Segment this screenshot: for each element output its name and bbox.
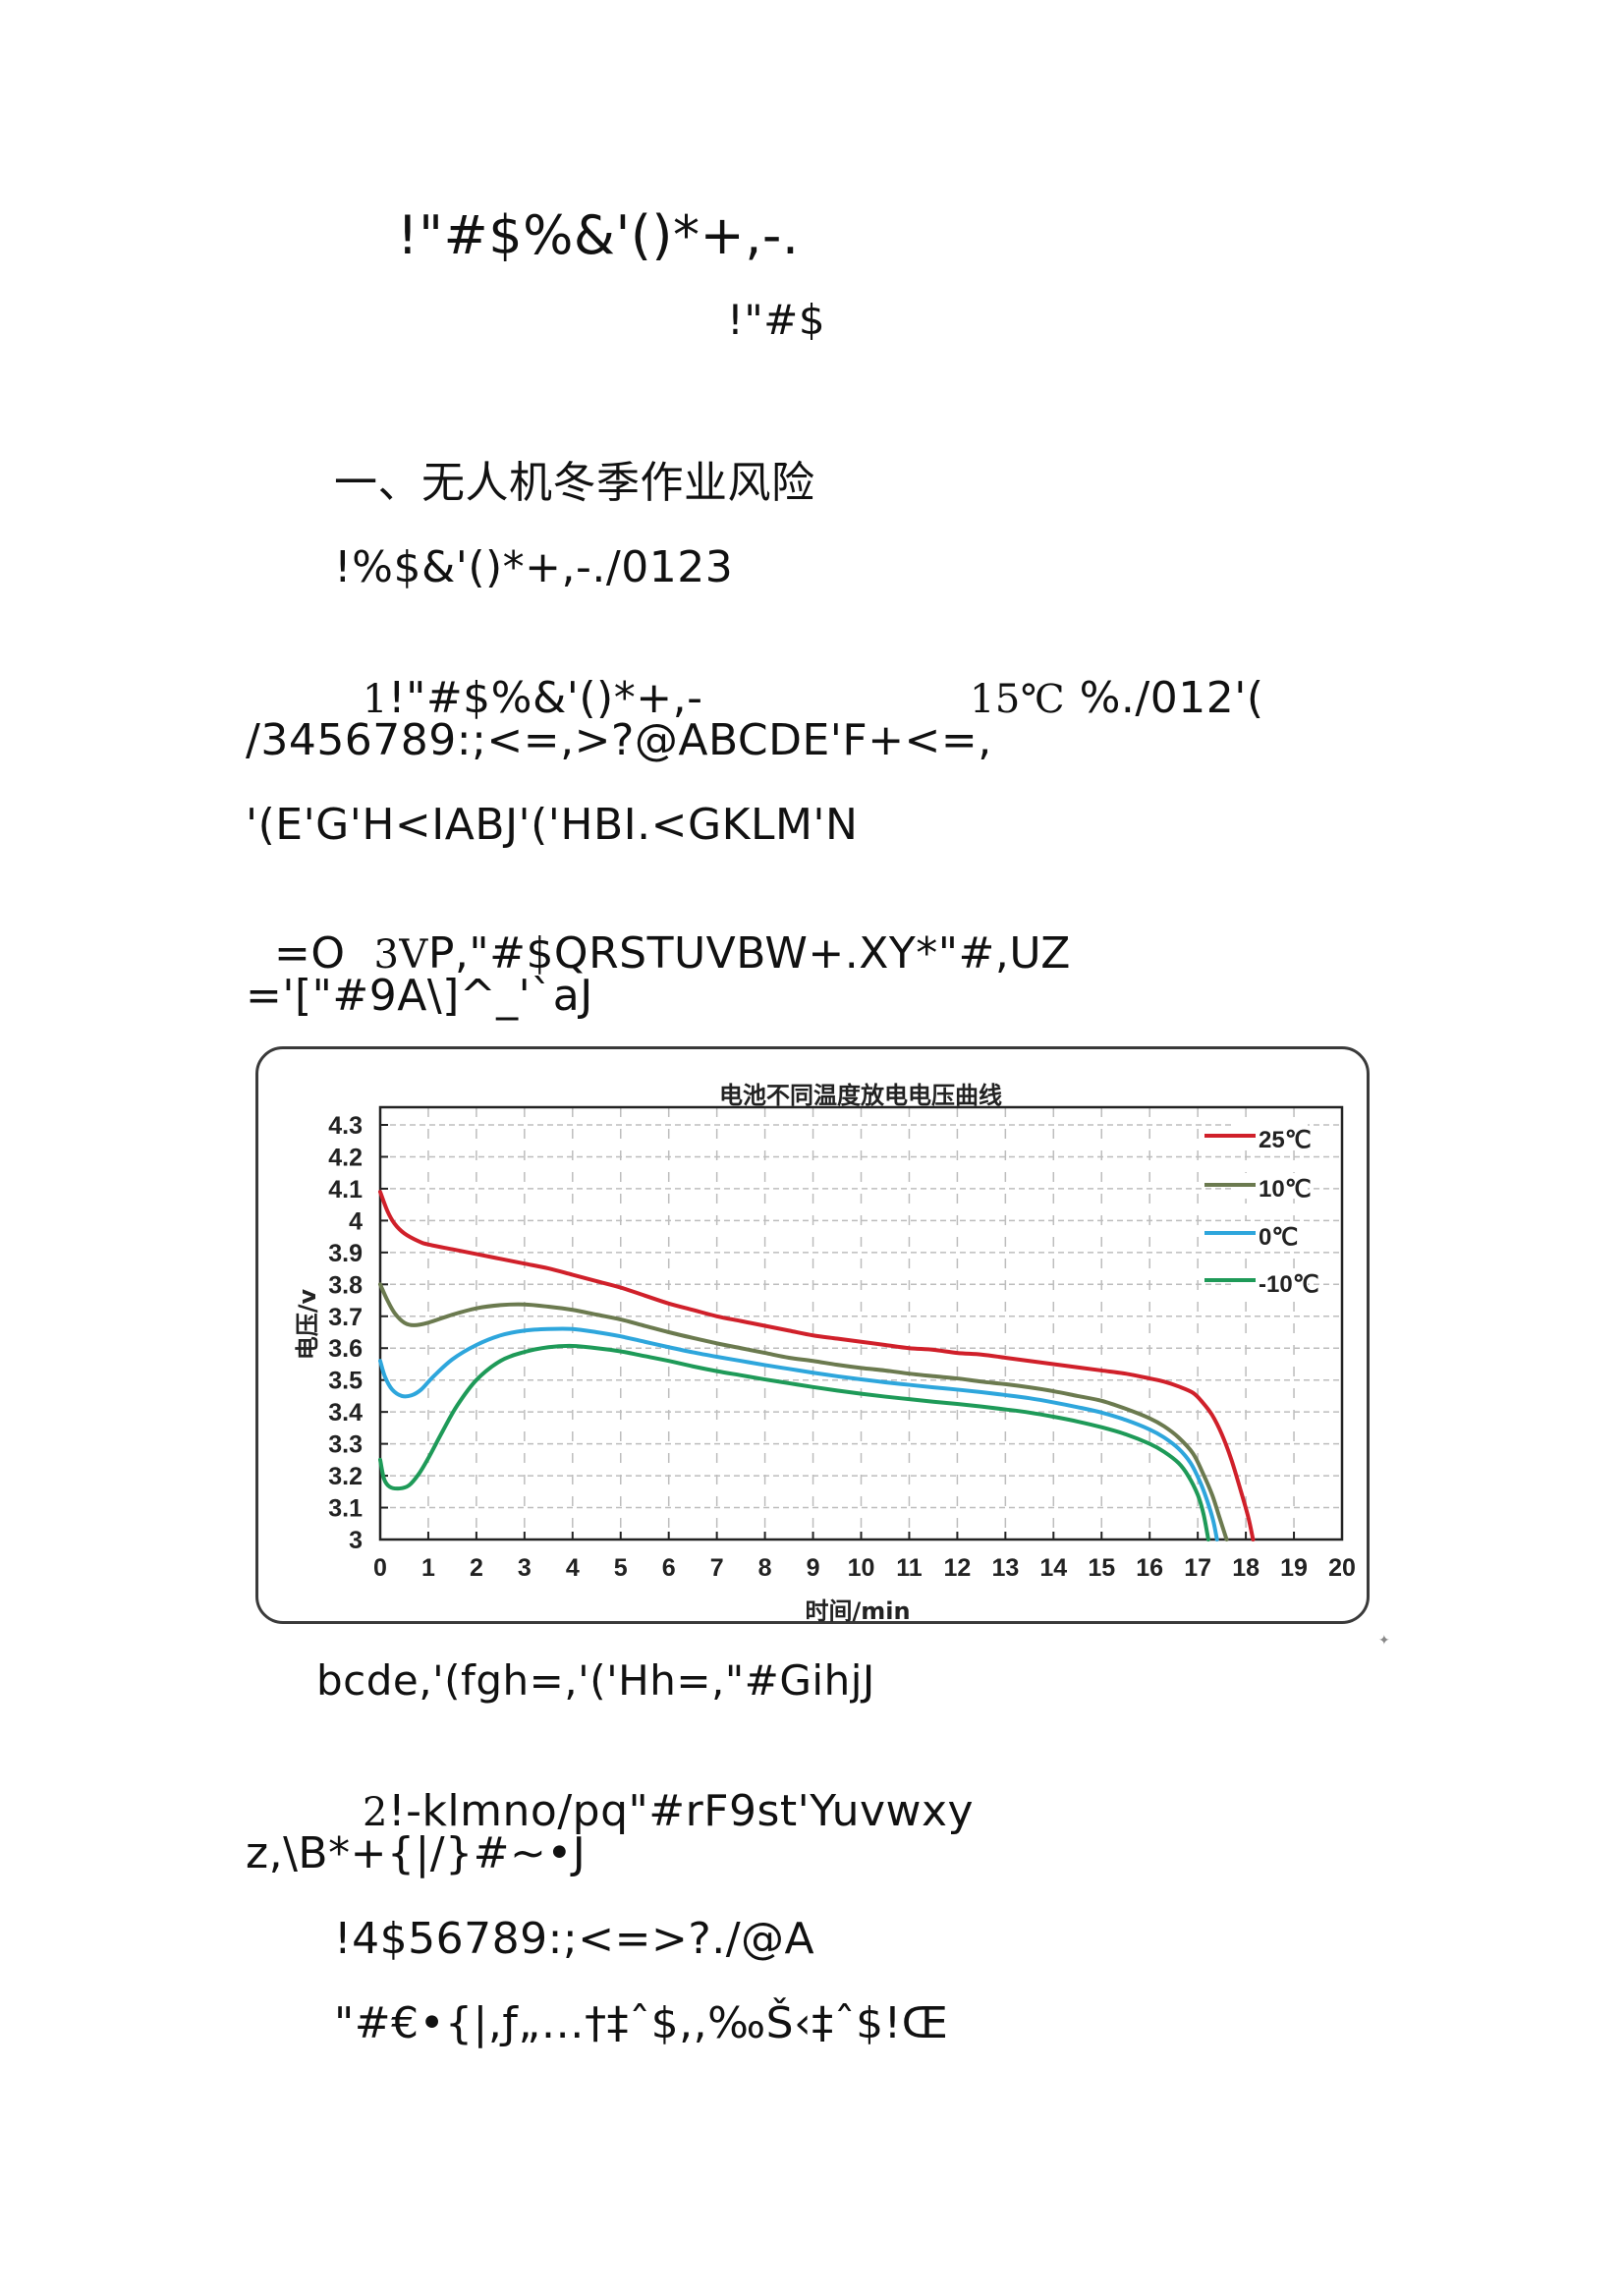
svg-text:6: 6 <box>662 1554 676 1582</box>
paragraph-text: %./012'( <box>1065 673 1264 723</box>
svg-text:10: 10 <box>848 1554 875 1582</box>
paragraph-line: 15℃ %./012'( <box>941 634 1264 720</box>
paragraph-text: !"#$%&'()*+,- <box>387 673 703 723</box>
paragraph-line: !%$&'()*+,-./0123 <box>334 542 734 592</box>
document-title: !"#$%&'()*+,-. <box>397 204 800 266</box>
svg-text:3.8: 3.8 <box>328 1271 363 1299</box>
y-axis-label: 电压/v <box>294 1288 321 1360</box>
svg-text:7: 7 <box>710 1554 724 1582</box>
svg-text:2: 2 <box>470 1554 483 1582</box>
legend-label: 10℃ <box>1259 1176 1312 1203</box>
paragraph-text: P,"#$QRSTUVBW+.XY*"#,UZ <box>427 928 1071 979</box>
svg-text:3.5: 3.5 <box>328 1368 363 1395</box>
svg-text:3.1: 3.1 <box>328 1495 363 1523</box>
svg-text:4: 4 <box>566 1554 580 1582</box>
paragraph-line: ='["#9A\]^_'`aJ <box>246 971 593 1021</box>
svg-text:4: 4 <box>349 1207 363 1235</box>
document-subtitle: !"#$ <box>727 296 826 344</box>
legend-label: -10℃ <box>1259 1271 1319 1298</box>
x-axis-label: 时间/min <box>805 1597 910 1625</box>
svg-text:13: 13 <box>991 1554 1019 1582</box>
svg-text:1: 1 <box>421 1554 435 1582</box>
svg-text:3.7: 3.7 <box>328 1304 363 1331</box>
y-axis-ticks: 3 3.1 3.2 3.3 3.4 3.5 3.6 3.7 3.8 3.9 4 4.1 4.2 4.3 <box>328 1112 388 1554</box>
list-number: 1 <box>362 677 388 722</box>
chart-caption: bcde,'(fgh=,'('Hh=,"#GihjJ <box>316 1656 875 1705</box>
svg-text:3.6: 3.6 <box>328 1335 363 1363</box>
svg-text:12: 12 <box>943 1554 971 1582</box>
paragraph-line: '(E'G'H<IABJ'('HBI.<GKLM'N <box>246 800 859 850</box>
svg-text:8: 8 <box>758 1554 772 1582</box>
paragraph-line: =O 3VP,"#$QRSTUVBW+.XY*"#,UZ <box>246 889 1071 976</box>
svg-text:11: 11 <box>896 1554 923 1582</box>
svg-text:3.9: 3.9 <box>328 1240 363 1267</box>
chart-canvas: 3 3.1 3.2 3.3 3.4 3.5 3.6 3.7 3.8 3.9 4 4.1 4.2 4.3 0… <box>294 1082 1356 1625</box>
section-heading: 一、无人机冬季作业风险 <box>334 458 815 508</box>
svg-text:9: 9 <box>807 1554 820 1582</box>
svg-text:5: 5 <box>614 1554 628 1582</box>
svg-text:0: 0 <box>373 1554 387 1582</box>
series-line <box>378 1190 1256 1541</box>
paragraph-line: "#€•{|,ƒ„…†‡ˆ$,,‰Š‹‡ˆ$!Œ <box>334 1998 949 2048</box>
svg-text:19: 19 <box>1280 1554 1308 1582</box>
svg-text:3.3: 3.3 <box>328 1431 363 1459</box>
paragraph-line: /3456789:;<=,>?@ABCDE'F+<=, <box>246 715 992 765</box>
svg-text:16: 16 <box>1136 1554 1163 1582</box>
svg-text:4.1: 4.1 <box>328 1176 363 1204</box>
svg-text:3.4: 3.4 <box>328 1399 363 1427</box>
svg-text:14: 14 <box>1039 1554 1067 1582</box>
svg-text:17: 17 <box>1184 1554 1211 1582</box>
series-line <box>378 1343 1210 1541</box>
paragraph-line: z,\B*+{|/}#~•J <box>246 1828 587 1878</box>
svg-text:18: 18 <box>1232 1554 1260 1582</box>
legend-label: 25℃ <box>1259 1127 1312 1153</box>
paragraph-line: 1!"#$%&'()*+,- <box>334 634 702 720</box>
paragraph-line: !4$56789:;<=>?./@A <box>334 1914 815 1964</box>
series-line <box>378 1282 1229 1541</box>
list-number: 2 <box>362 1790 388 1835</box>
chart-title: 电池不同温度放电电压曲线 <box>719 1082 1002 1109</box>
svg-text:4.3: 4.3 <box>328 1112 363 1140</box>
svg-text:15: 15 <box>1088 1554 1115 1582</box>
svg-text:3: 3 <box>518 1554 532 1582</box>
discharge-voltage-chart: 3 3.1 3.2 3.3 3.4 3.5 3.6 3.7 3.8 3.9 4 4.1 4.2 4.3 0… <box>255 1046 1370 1625</box>
paragraph-line: 2!-klmno/pq"#rF9st'Yuvwxy <box>334 1747 974 1833</box>
voltage-value: 3V <box>373 932 428 978</box>
anchor-mark-icon: ✦ <box>1378 1633 1390 1649</box>
legend-label: 0℃ <box>1259 1224 1298 1251</box>
svg-text:3.2: 3.2 <box>328 1463 363 1490</box>
svg-text:20: 20 <box>1328 1554 1356 1582</box>
paragraph-text: =O <box>273 928 374 979</box>
x-axis-ticks: 0 1 2 3 4 5 6 7 8 9 10 11 12 13 14 15 16 17 18 19 20 <box>373 1532 1356 1582</box>
svg-text:4.2: 4.2 <box>328 1144 363 1171</box>
chart-series <box>378 1190 1256 1541</box>
paragraph-text: !-klmno/pq"#rF9st'Yuvwxy <box>387 1786 975 1836</box>
chart-legend: 25℃ 10℃ 0℃ -10℃ <box>1204 1124 1319 1298</box>
temperature-value: 15℃ <box>969 677 1066 722</box>
series-line <box>378 1326 1219 1541</box>
svg-text:3: 3 <box>349 1527 363 1554</box>
